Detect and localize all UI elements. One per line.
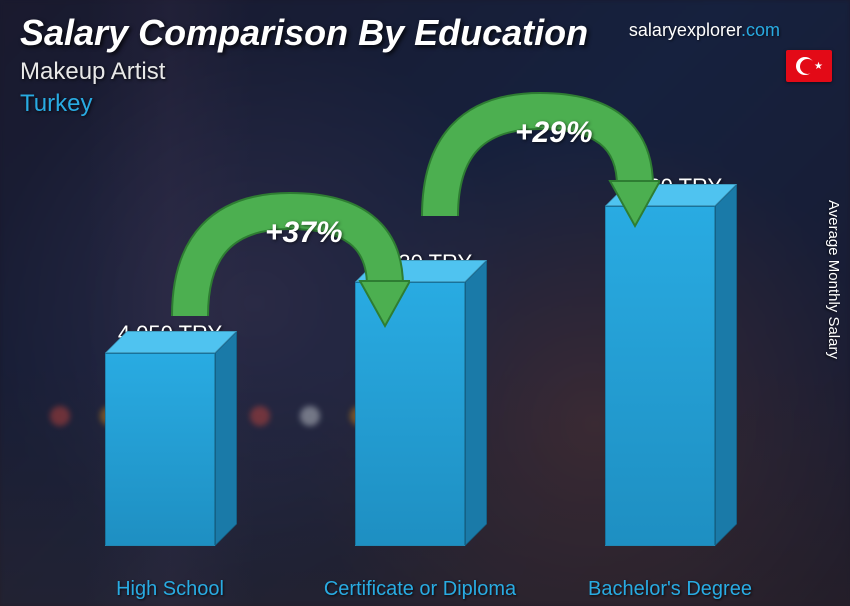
- bar-label: Bachelor's Degree: [570, 578, 770, 601]
- bar-chart: 4,050 TRYHigh School5,530 TRYCertificate…: [80, 76, 800, 606]
- page-title: Salary Comparison By Education: [20, 12, 588, 54]
- bar-group: 4,050 TRYHigh School: [80, 321, 260, 546]
- y-axis-label: Average Monthly Salary: [825, 200, 842, 359]
- arrow-icon: [420, 86, 660, 246]
- bar: [605, 206, 735, 546]
- watermark-text: salaryexplorer: [629, 20, 741, 40]
- flag-star-icon: ★: [814, 61, 823, 72]
- delta-arrow: +37%: [170, 186, 410, 346]
- bar-label: Certificate or Diploma: [320, 578, 520, 601]
- arrow-icon: [170, 186, 410, 346]
- delta-arrow: +29%: [420, 86, 660, 246]
- bar: [105, 353, 235, 546]
- delta-percent: +37%: [265, 216, 343, 250]
- watermark: salaryexplorer.com: [629, 20, 780, 41]
- watermark-domain: .com: [741, 20, 780, 40]
- flag-crescent-inner: [800, 59, 815, 74]
- delta-percent: +29%: [515, 116, 593, 150]
- bar-label: High School: [70, 578, 270, 601]
